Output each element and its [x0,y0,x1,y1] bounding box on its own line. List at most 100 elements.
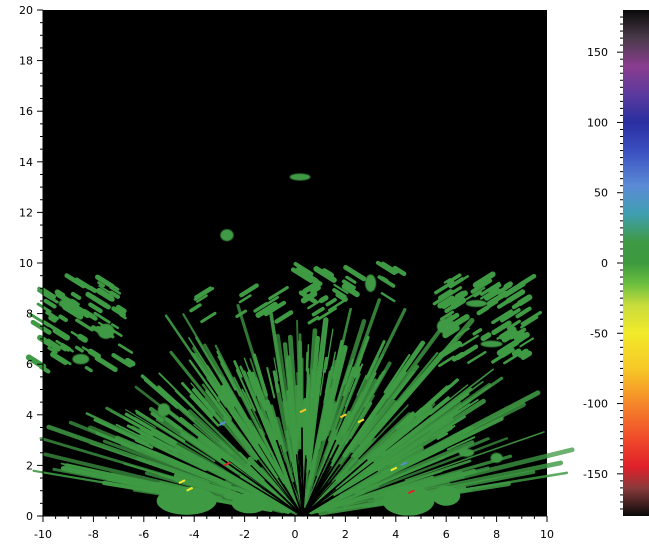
y-tick-label: 18 [19,55,33,68]
accent-mark [407,489,415,495]
fan-streak-outer [181,381,214,418]
wing-streak [380,292,396,303]
wing-streak [74,277,92,290]
wing-streak [290,267,314,284]
fan-streak [219,440,263,481]
colorbar-ticks: 150 100 50 0 -50 -100 -150 [583,16,623,510]
wing-streak [111,306,126,318]
x-tick-label: 6 [443,528,450,541]
fan-streak [322,445,424,506]
fan-streak-outer [310,371,316,398]
y-tick-label: 6 [26,358,33,371]
fan-streak-outer [115,423,169,451]
fan-gap [301,439,337,517]
wing-streak [434,280,455,295]
wing-streak [55,339,74,353]
fan-streak-outer [290,380,293,394]
wing-streak [274,310,294,324]
wing-streak [392,265,407,277]
fan-streak-outer [305,351,309,372]
wing-streak [449,286,463,295]
fan-streak-outer [344,363,364,408]
blob [147,482,166,489]
x-tick-label: -4 [189,528,200,541]
x-tick-label: -10 [34,528,52,541]
y-tick-label: 10 [19,257,33,270]
fan-streak-outer [165,417,183,431]
wing-streak [472,328,483,336]
fan-streak-outer [320,325,328,373]
blob [157,403,171,417]
wing-streak [437,295,455,309]
fan-streak-outer [150,411,164,423]
fan-streak-outer [285,358,291,392]
fan-streak [365,440,475,490]
fan-streak-outer [224,397,231,407]
wing-streak [517,331,530,343]
wing-streak [98,284,113,295]
y-tick-label: 8 [26,308,33,321]
fan-streak [148,406,230,466]
wing-streak [268,285,289,301]
fan-streak-outer [137,444,163,458]
fan-streak [135,411,216,463]
fan-streak [308,444,445,515]
ground-patch [432,485,461,506]
fan-streak [302,328,318,478]
wing-streak [94,355,118,373]
wing-streak [84,365,93,373]
fan-streak [43,452,193,491]
wing-streak [124,357,136,367]
fan-streak-outer [218,373,238,405]
accent-mark [400,461,408,467]
wing-streak [491,309,513,325]
wing-streak [327,299,347,312]
fan-streak-outer [395,411,415,430]
fan-streak [60,462,190,493]
wing-streak [239,283,259,298]
fan-gap [301,461,331,517]
blob [365,274,377,292]
fan-streak [413,476,465,491]
fan-streak-outer [140,374,177,407]
fan-streak-outer [433,403,471,429]
fan-streak-outer [164,378,204,418]
wing-streak [58,314,68,323]
wing-streak [115,304,127,314]
wing-streak [520,316,539,329]
fan-streak-outer [191,388,225,426]
wing-streak [480,281,501,296]
wing-streak [506,319,521,330]
fan-streak [335,459,361,484]
wing-streak [519,337,535,348]
accent-mark [178,479,186,485]
wing-streak [265,296,280,306]
fan-streak-outer [241,388,253,409]
fan-streak [294,384,303,450]
accent-mark [299,408,307,414]
fan-streak-outer [386,371,407,400]
radar-fan [32,298,575,517]
wing-streak [189,303,202,313]
fan-streak-outer [413,396,450,427]
wing-streak [470,278,493,294]
fan-streak [337,470,443,506]
fan-streak-outer [216,350,242,397]
colorbar-tick-label: 100 [587,116,608,129]
accent-mark [339,413,347,419]
wing-streak [509,327,527,340]
wing-streak [455,275,469,285]
fan-streak-outer [455,416,505,442]
colorbar-tick-label: -100 [583,398,608,411]
fan-streak [404,431,545,481]
fan-streak-outer [233,360,243,378]
wing-streak [37,286,56,300]
x-tick-label: -8 [88,528,99,541]
accent-mark [357,418,365,424]
fan-streak-outer [446,436,476,451]
blob [72,354,90,365]
fan-streak-outer [436,425,456,438]
blob [458,448,474,457]
fan-streak-outer [126,424,154,440]
wing-streak [253,302,269,313]
